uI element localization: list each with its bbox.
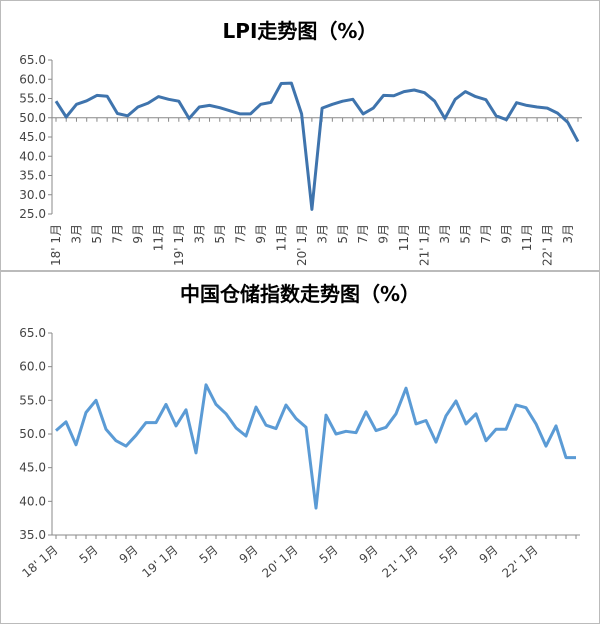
y-tick-label: 40.0	[19, 494, 46, 508]
x-tick-label: 21' 1月	[418, 224, 432, 266]
y-tick-label: 55.0	[19, 393, 46, 407]
chart-title: 中国仓储指数走势图（%）	[180, 282, 420, 306]
y-tick-label: 30.0	[19, 188, 46, 202]
x-tick-label: 3月	[192, 224, 206, 244]
y-tick-label: 25.0	[19, 207, 46, 221]
x-tick-label: 5月	[197, 543, 221, 566]
x-tick-label: 21' 1月	[379, 543, 420, 581]
y-tick-label: 40.0	[19, 149, 46, 163]
x-tick-label: 11月	[397, 224, 411, 251]
x-tick-label: 3月	[315, 224, 329, 244]
x-tick-label: 5月	[77, 543, 101, 566]
y-tick-label: 50.0	[19, 111, 46, 125]
x-tick-label: 5月	[336, 224, 350, 244]
x-tick-label: 20' 1月	[259, 543, 300, 581]
y-tick-label: 65.0	[19, 326, 46, 340]
x-tick-label: 7月	[111, 224, 125, 244]
x-tick-label: 20' 1月	[295, 224, 309, 266]
x-tick-label: 19' 1月	[139, 543, 180, 581]
x-tick-label: 11月	[520, 224, 534, 251]
y-tick-label: 65.0	[19, 53, 46, 67]
y-tick-label: 55.0	[19, 92, 46, 106]
data-line	[54, 81, 580, 211]
x-tick-label: 3月	[70, 224, 84, 244]
chart-title: LPI走势图（%）	[223, 19, 378, 43]
y-tick-label: 60.0	[19, 72, 46, 86]
x-tick-label: 5月	[317, 543, 341, 566]
x-tick-label: 9月	[357, 543, 381, 566]
x-tick-label: 9月	[254, 224, 268, 244]
y-tick-label: 45.0	[19, 461, 46, 475]
x-tick-label: 5月	[213, 224, 227, 244]
x-tick-label: 9月	[131, 224, 145, 244]
x-tick-label: 3月	[561, 224, 575, 244]
x-tick-label: 9月	[117, 543, 141, 566]
x-tick-label: 7月	[356, 224, 370, 244]
x-tick-label: 11月	[152, 224, 166, 251]
x-tick-label: 7月	[479, 224, 493, 244]
data-line	[55, 383, 576, 510]
y-tick-label: 35.0	[19, 169, 46, 183]
x-tick-label: 7月	[233, 224, 247, 244]
x-tick-label: 9月	[237, 543, 261, 566]
x-tick-label: 11月	[274, 224, 288, 251]
y-tick-label: 45.0	[19, 130, 46, 144]
x-tick-label: 5月	[90, 224, 104, 244]
y-tick-label: 35.0	[19, 528, 46, 542]
x-tick-label: 9月	[377, 224, 391, 244]
x-tick-label: 19' 1月	[172, 224, 186, 266]
x-tick-label: 5月	[437, 543, 461, 566]
x-tick-label: 3月	[438, 224, 452, 244]
x-tick-label: 22' 1月	[499, 543, 540, 581]
x-tick-label: 18' 1月	[49, 224, 63, 266]
x-tick-label: 9月	[500, 224, 514, 244]
x-tick-label: 18' 1月	[19, 543, 60, 581]
y-tick-label: 50.0	[19, 427, 46, 441]
x-tick-label: 9月	[477, 543, 501, 566]
y-tick-label: 60.0	[19, 360, 46, 374]
x-tick-label: 5月	[459, 224, 473, 244]
x-tick-label: 22' 1月	[540, 224, 554, 266]
